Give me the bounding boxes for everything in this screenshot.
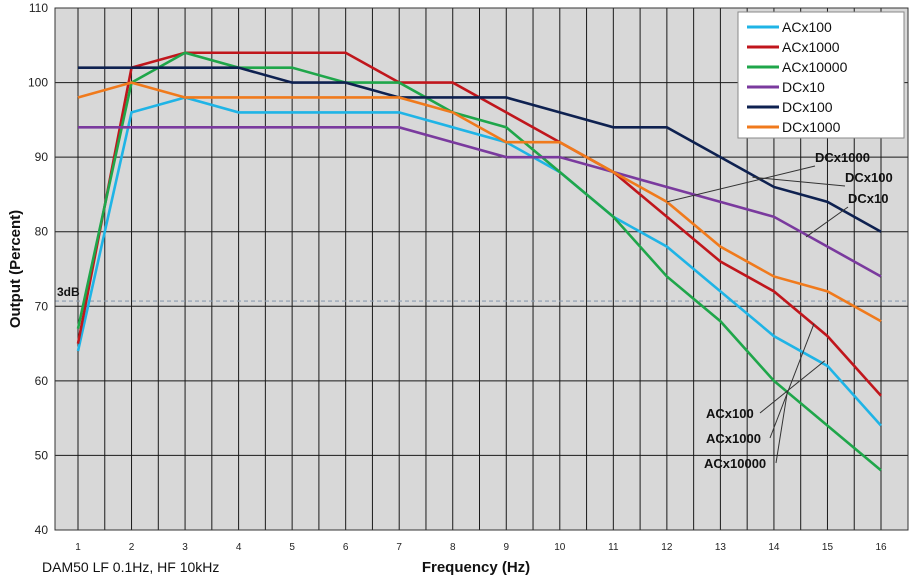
- x-tick-label: 9: [503, 542, 509, 553]
- annotation-leader: [775, 391, 788, 464]
- annotation-group: DCx1000 DCx100 DCx10 ACx100 ACx1000 ACx10000: [666, 150, 893, 471]
- annotation-label: ACx100: [706, 406, 754, 421]
- x-tick-label: 16: [875, 542, 887, 553]
- x-tick-label: 15: [822, 542, 834, 553]
- reference-line-group: 3dB: [55, 285, 908, 302]
- x-tick-label: 1: [75, 542, 81, 553]
- series-line-acx10000: [76, 51, 882, 472]
- annotation-leader: [759, 360, 826, 414]
- x-tick-label: 4: [236, 542, 242, 553]
- series-line-acx100: [76, 96, 882, 427]
- y-tick-label: 50: [35, 448, 49, 462]
- series-line-dcx10: [78, 126, 882, 278]
- reference-line-label: 3dB: [57, 285, 80, 299]
- x-tick-label: 10: [554, 542, 566, 553]
- annotation-leader: [805, 206, 849, 238]
- annotation-label: DCx100: [845, 170, 893, 185]
- y-tick-label: 70: [35, 299, 49, 313]
- chart-note: DAM50 LF 0.1Hz, HF 10kHz: [42, 559, 219, 575]
- annotation-label: ACx1000: [706, 431, 761, 446]
- y-tick-label: 40: [35, 523, 49, 537]
- legend-entry-label: DCx10: [782, 79, 825, 95]
- y-tick-label: 90: [35, 150, 49, 164]
- series-lines: [76, 51, 882, 472]
- y-axis-label: Output (Percent): [7, 210, 24, 328]
- x-tick-label: 11: [608, 542, 619, 553]
- annotation-leader: [752, 176, 846, 187]
- legend-entry-label: DCx100: [782, 99, 833, 115]
- annotation-label: DCx1000: [815, 150, 870, 165]
- legend-entry-label: ACx10000: [782, 59, 848, 75]
- plot-frame: [54, 7, 909, 531]
- legend-entry-label: DCx1000: [782, 119, 841, 135]
- series-line-dcx100: [78, 66, 882, 233]
- y-tick-label: 80: [35, 225, 49, 239]
- series-line-dcx1000: [77, 81, 882, 323]
- y-tick-label: 60: [35, 374, 49, 388]
- x-tick-label: 13: [715, 542, 727, 553]
- x-tick-label: 6: [343, 542, 349, 553]
- x-tick-label: 5: [289, 542, 295, 553]
- x-tick-label: 8: [450, 542, 456, 553]
- annotation-label: DCx10: [848, 191, 888, 206]
- annotation-label: ACx10000: [704, 456, 766, 471]
- y-tick-label: 110: [29, 1, 48, 15]
- x-tick-label: 12: [661, 542, 673, 553]
- x-axis-label: Frequency (Hz): [422, 559, 530, 576]
- x-tick-label: 7: [396, 542, 402, 553]
- annotation-leader: [769, 323, 815, 439]
- x-tick-label: 2: [129, 542, 135, 553]
- legend-entry-label: ACx100: [782, 19, 832, 35]
- legend: ACx100 ACx1000 ACx10000 DCx10 DCx100 DCx1000: [737, 11, 905, 139]
- y-tick-label: 100: [28, 76, 48, 90]
- x-tick-label: 14: [768, 542, 780, 553]
- legend-box: [737, 11, 905, 139]
- legend-entry-label: ACx1000: [782, 39, 840, 55]
- x-tick-label: 3: [182, 542, 188, 553]
- annotation-leader: [666, 165, 816, 203]
